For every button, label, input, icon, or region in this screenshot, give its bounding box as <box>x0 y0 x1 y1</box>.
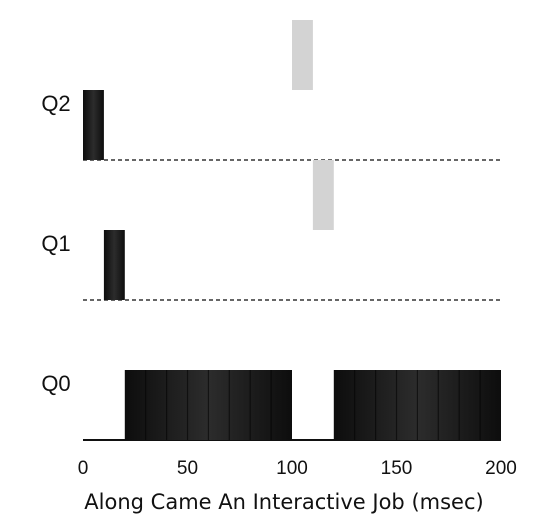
long-job-bar-q2-0 <box>83 90 104 160</box>
queue-label-q2: Q2 <box>41 91 70 116</box>
interactive-job-bar-q1-1 <box>312 160 334 230</box>
x-tick-label-200: 200 <box>485 458 517 479</box>
x-tick-label-100: 100 <box>276 458 308 479</box>
x-tick-label-50: 50 <box>177 458 198 479</box>
interactive-job-bar-q2-0 <box>292 20 313 90</box>
queue-labels: Q2 Q1 Q0 <box>41 91 70 396</box>
x-tick-label-150: 150 <box>381 458 413 479</box>
long-job-bar-q1-1 <box>103 230 125 300</box>
queue-label-q0: Q0 <box>41 371 70 396</box>
queue-label-q1: Q1 <box>41 231 70 256</box>
x-axis-title: Along Came An Interactive Job (msec) <box>84 490 483 514</box>
x-axis-ticks: 0 50 100 150 200 <box>78 458 517 479</box>
job-segments <box>83 20 501 440</box>
x-tick-label-0: 0 <box>78 458 89 479</box>
